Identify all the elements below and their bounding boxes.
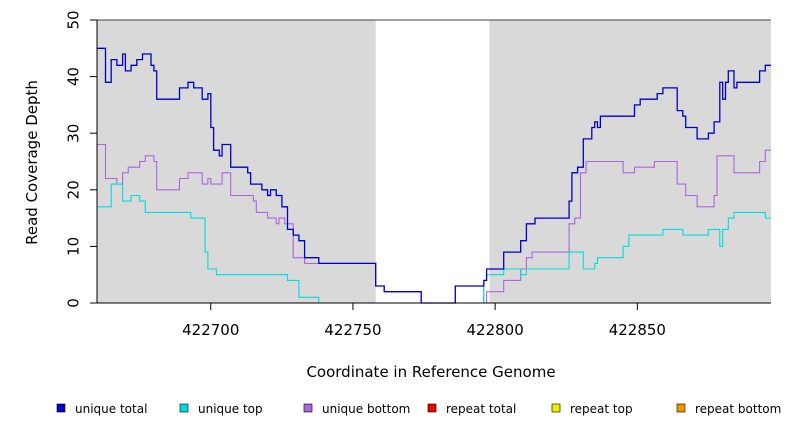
axes: 0 10 20 30 40 50 422700 422750 422800 422850 Coord… bbox=[23, 10, 771, 381]
legend-label-repeat-top: repeat top bbox=[570, 402, 633, 416]
legend-label-repeat-bottom: repeat bottom bbox=[695, 402, 781, 416]
y-tick-label: 30 bbox=[65, 124, 83, 143]
legend-swatch-repeat-bottom bbox=[676, 403, 686, 413]
legend-swatch-unique-total bbox=[56, 403, 66, 413]
legend-swatch-unique-bottom bbox=[303, 403, 313, 413]
shaded-regions bbox=[97, 20, 771, 303]
shaded-region-2 bbox=[489, 20, 771, 303]
y-tick-label: 20 bbox=[65, 180, 83, 199]
series-line-unique-top bbox=[97, 183, 771, 304]
y-tick-label: 50 bbox=[65, 10, 83, 29]
legend-swatch-unique-top bbox=[179, 403, 189, 413]
legend-label-repeat-total: repeat total bbox=[446, 402, 516, 416]
x-tick-label: 422700 bbox=[182, 321, 239, 339]
legend-label-unique-top: unique top bbox=[198, 402, 263, 416]
legend-swatch-repeat-top bbox=[551, 403, 561, 413]
y-tick-label: 0 bbox=[65, 298, 83, 308]
x-tick-label: 422750 bbox=[324, 321, 381, 339]
x-tick-label: 422800 bbox=[467, 321, 524, 339]
legend-label-unique-bottom: unique bottom bbox=[322, 402, 410, 416]
legend-swatch-repeat-total bbox=[427, 403, 437, 413]
y-tick-label: 10 bbox=[65, 237, 83, 256]
shaded-region-1 bbox=[97, 20, 376, 303]
x-axis-title: Coordinate in Reference Genome bbox=[306, 363, 555, 381]
x-tick-label: 422850 bbox=[609, 321, 666, 339]
y-axis-title: Read Coverage Depth bbox=[23, 80, 41, 245]
series-line-unique-total bbox=[97, 47, 771, 304]
y-tick-label: 40 bbox=[65, 67, 83, 86]
legend: unique total unique top unique bottom repea… bbox=[56, 402, 781, 416]
legend-label-unique-total: unique total bbox=[75, 402, 147, 416]
